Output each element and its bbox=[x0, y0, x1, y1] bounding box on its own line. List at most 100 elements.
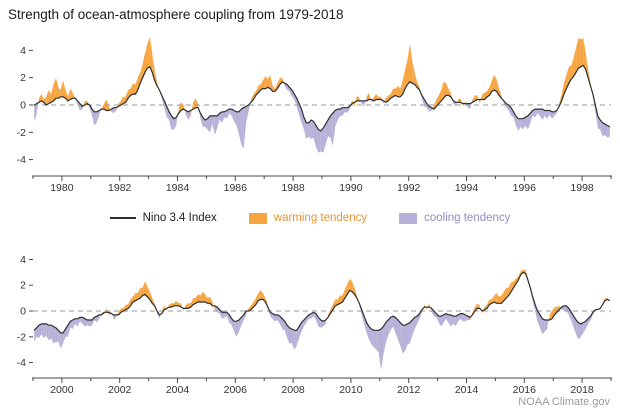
warming-fill bbox=[55, 77, 59, 99]
cooling-fill bbox=[518, 118, 521, 131]
cooling-fill bbox=[364, 96, 367, 107]
cooling-fill bbox=[530, 110, 533, 123]
cooling-fill bbox=[238, 109, 242, 145]
warming-fill bbox=[431, 105, 434, 111]
warming-fill bbox=[195, 294, 198, 304]
cooling-fill bbox=[328, 115, 331, 138]
warming-fill bbox=[494, 293, 497, 304]
cooling-fill bbox=[537, 109, 540, 116]
cooling-fill bbox=[279, 316, 283, 329]
cooling-fill bbox=[287, 325, 290, 344]
cooling-fill bbox=[450, 314, 454, 327]
cooling-fill bbox=[164, 100, 167, 118]
warming-fill bbox=[145, 281, 148, 297]
warming-fill bbox=[482, 307, 485, 314]
cooling-fill bbox=[578, 322, 581, 340]
warming-fill bbox=[147, 36, 150, 69]
warming-fill bbox=[132, 83, 136, 95]
cooling-fill bbox=[111, 311, 114, 320]
cooling-fill bbox=[212, 115, 215, 135]
legend-warming-label: warming tendency bbox=[273, 212, 368, 224]
warming-fill bbox=[549, 311, 552, 320]
y-tick-label: 4 bbox=[20, 45, 26, 57]
warming-fill bbox=[354, 287, 357, 299]
warming-fill bbox=[470, 312, 473, 320]
warming-fill bbox=[491, 295, 495, 304]
cooling-fill bbox=[607, 125, 610, 138]
warming-fill bbox=[48, 90, 52, 104]
cooling-fill bbox=[217, 307, 220, 314]
cooling-fill bbox=[460, 313, 463, 322]
warming-fill bbox=[39, 94, 42, 103]
cooling-fill bbox=[600, 120, 603, 137]
x-tick-label: 2006 bbox=[224, 384, 248, 396]
warming-fill bbox=[332, 299, 336, 310]
y-tick-label: -2 bbox=[17, 331, 26, 343]
warming-fill bbox=[149, 36, 153, 73]
cooling-fill bbox=[361, 309, 365, 324]
cooling-fill bbox=[361, 100, 365, 107]
warming-fill bbox=[260, 80, 263, 90]
cooling-fill bbox=[465, 100, 468, 108]
cooling-fill bbox=[364, 316, 367, 333]
cooling-fill bbox=[236, 320, 239, 337]
warming-fill bbox=[255, 293, 259, 305]
cooling-fill bbox=[277, 314, 280, 324]
cooling-fill bbox=[316, 125, 319, 153]
cooling-fill bbox=[595, 105, 598, 129]
cooling-fill bbox=[397, 320, 401, 346]
warming-fill bbox=[491, 75, 495, 92]
warming-fill bbox=[207, 296, 210, 304]
warming-fill bbox=[407, 43, 410, 85]
cooling-fill bbox=[36, 325, 39, 339]
warming-fill bbox=[450, 92, 454, 104]
warming-fill bbox=[479, 94, 483, 104]
cooling-fill bbox=[602, 122, 605, 137]
warming-fill bbox=[154, 69, 157, 86]
cooling-fill bbox=[342, 107, 345, 116]
x-tick-label: 1990 bbox=[339, 182, 363, 194]
y-tick-label: 0 bbox=[20, 100, 26, 112]
cooling-fill bbox=[421, 95, 425, 107]
cooling-fill bbox=[34, 103, 37, 122]
cooling-fill bbox=[378, 329, 381, 371]
cooling-fill bbox=[243, 106, 247, 149]
cooling-fill bbox=[540, 109, 543, 120]
warming-fill bbox=[63, 80, 66, 99]
warming-fill bbox=[130, 296, 133, 306]
cooling-fill bbox=[171, 115, 174, 130]
warming-fill bbox=[335, 299, 338, 306]
cooling-fill bbox=[224, 312, 227, 318]
warming-fill bbox=[503, 287, 507, 301]
warming-fill bbox=[414, 72, 418, 88]
warming-fill bbox=[402, 69, 406, 95]
warming-fill bbox=[573, 47, 577, 77]
chart-panel-bottom: 2000 2002 2004 2006 2008 2010 2012 2014 2016 2018… bbox=[17, 254, 612, 396]
cooling-fill bbox=[41, 323, 44, 339]
cooling-fill bbox=[301, 109, 304, 130]
cooling-fill bbox=[330, 113, 333, 146]
cooling-fill bbox=[448, 314, 451, 327]
page-title: Strength of ocean-atmosphere coupling fr… bbox=[8, 7, 344, 22]
legend-line-label: Nino 3.4 Index bbox=[142, 212, 217, 224]
warming-fill bbox=[267, 75, 271, 89]
warming-fill bbox=[487, 299, 490, 309]
y-tick-label: 2 bbox=[20, 280, 26, 292]
y-tick-label: -4 bbox=[17, 357, 26, 369]
warming-fill bbox=[482, 92, 485, 100]
cooling-fill bbox=[549, 110, 552, 119]
cooling-fill bbox=[576, 320, 579, 340]
cooling-fill bbox=[96, 314, 100, 323]
warming-fill bbox=[142, 281, 145, 296]
cooling-fill bbox=[34, 327, 37, 342]
warming-fill bbox=[67, 88, 71, 101]
y-tick-label: -4 bbox=[17, 154, 26, 166]
warming-fill bbox=[183, 304, 186, 311]
cooling-fill bbox=[70, 320, 73, 329]
cooling-fill bbox=[75, 98, 78, 105]
warming-fill bbox=[474, 303, 478, 311]
cooling-fill bbox=[94, 111, 97, 126]
cooling-fill bbox=[214, 115, 218, 135]
warming-fill bbox=[340, 295, 343, 304]
